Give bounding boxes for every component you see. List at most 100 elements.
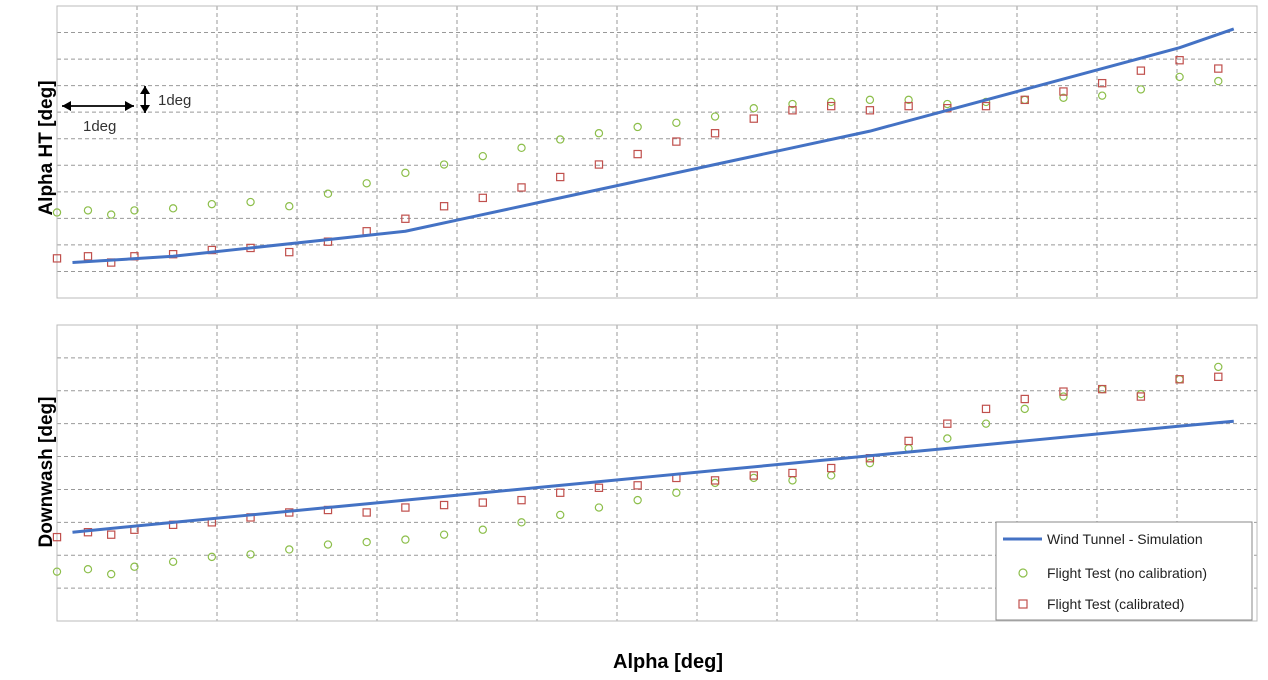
data-point-no-calibration [83, 206, 93, 215]
data-point-no-calibration [83, 565, 93, 574]
data-point-no-calibration [52, 567, 62, 576]
data-point-calibrated [1059, 387, 1068, 396]
data-point-no-calibration [207, 552, 217, 562]
data-point-no-calibration [1020, 95, 1029, 105]
data-point-calibrated [904, 436, 913, 446]
data-point-calibrated [904, 101, 913, 111]
data-point-calibrated [168, 250, 178, 259]
data-point-calibrated [633, 149, 642, 159]
data-point-calibrated [1136, 392, 1146, 401]
series-square [52, 372, 1223, 542]
data-point-no-calibration [556, 135, 565, 144]
data-point-calibrated [83, 252, 93, 261]
data-point-calibrated [1214, 372, 1223, 382]
data-point-no-calibration [1059, 392, 1068, 401]
data-point-no-calibration [749, 103, 758, 113]
data-point-calibrated [556, 488, 565, 497]
data-point-no-calibration [788, 476, 797, 485]
legend-entry-no-calibration: Flight Test (no calibration) [1047, 565, 1207, 581]
data-point-calibrated [401, 503, 410, 512]
data-point-no-calibration [285, 202, 294, 211]
wind-tunnel-line [72, 419, 1234, 534]
data-point-calibrated [1175, 56, 1184, 65]
data-point-calibrated [788, 106, 797, 115]
legend-entry-wind-tunnel: Wind Tunnel - Simulation [1047, 531, 1203, 547]
data-point-no-calibration [981, 419, 991, 428]
horizontal-scale-arrow [62, 101, 134, 111]
data-point-calibrated [1097, 78, 1107, 88]
horizontal-scale-label: 1deg [83, 118, 116, 135]
data-point-calibrated [52, 532, 62, 542]
bottom-panel [52, 324, 1258, 622]
data-point-no-calibration [904, 95, 913, 105]
data-point-no-calibration [749, 473, 758, 483]
data-point-calibrated [1097, 384, 1107, 394]
data-point-no-calibration [826, 471, 836, 480]
data-point-no-calibration [130, 562, 139, 571]
data-point-calibrated [1020, 95, 1029, 105]
data-point-no-calibration [517, 143, 526, 153]
data-point-no-calibration [865, 95, 875, 105]
data-point-calibrated [401, 214, 410, 223]
data-point-calibrated [517, 183, 526, 192]
data-point-calibrated [788, 468, 797, 478]
data-point-calibrated [826, 463, 836, 473]
data-point-no-calibration [943, 434, 952, 443]
data-point-no-calibration [106, 210, 116, 219]
series-line [72, 419, 1234, 534]
legend-entry-calibrated: Flight Test (calibrated) [1047, 596, 1184, 612]
data-point-calibrated [1020, 394, 1029, 404]
data-point-calibrated [981, 404, 991, 414]
bottom-y-axis-title: Downwash [deg] [36, 397, 57, 548]
data-point-no-calibration [439, 160, 449, 169]
data-point-calibrated [865, 106, 875, 115]
data-point-no-calibration [710, 478, 720, 488]
data-point-no-calibration [788, 99, 797, 109]
data-point-no-calibration [478, 525, 488, 534]
legend: Wind Tunnel - Simulation Flight Test (no… [995, 521, 1253, 621]
data-point-no-calibration [478, 151, 488, 161]
data-point-calibrated [749, 114, 758, 123]
series-circle [52, 72, 1223, 219]
data-point-no-calibration [1175, 72, 1184, 82]
x-axis-title: Alpha [deg] [613, 651, 723, 673]
series-line [72, 27, 1235, 265]
data-point-calibrated [749, 471, 758, 480]
data-point-no-calibration [1214, 362, 1223, 372]
data-point-no-calibration [106, 569, 116, 579]
data-point-no-calibration [52, 208, 62, 217]
data-point-calibrated [1175, 375, 1184, 384]
legend-square-swatch [1018, 599, 1028, 609]
data-point-calibrated [633, 481, 642, 490]
data-point-calibrated [106, 530, 116, 539]
data-point-no-calibration [594, 129, 604, 138]
data-point-calibrated [439, 202, 449, 211]
data-point-no-calibration [1136, 85, 1146, 94]
data-point-no-calibration [1097, 384, 1107, 394]
data-point-no-calibration [1175, 375, 1184, 384]
vertical-scale-arrow [140, 86, 150, 113]
data-point-calibrated [943, 419, 952, 428]
data-point-calibrated [207, 245, 217, 255]
data-point-no-calibration [207, 199, 217, 209]
data-point-no-calibration [633, 122, 642, 132]
data-point-calibrated [285, 247, 294, 257]
vertical-scale-label: 1deg [158, 92, 191, 109]
data-point-no-calibration [672, 118, 681, 128]
data-point-no-calibration [1020, 404, 1029, 414]
data-point-no-calibration [865, 458, 875, 468]
data-point-calibrated [439, 500, 449, 510]
series-square [52, 56, 1223, 267]
data-point-no-calibration [439, 530, 449, 539]
data-point-calibrated [672, 137, 681, 146]
data-point-calibrated [826, 101, 836, 111]
data-point-no-calibration [594, 503, 604, 512]
top-panel [52, 5, 1258, 299]
data-point-no-calibration [1136, 389, 1146, 399]
data-point-no-calibration [556, 510, 565, 520]
data-point-no-calibration [323, 189, 333, 198]
legend-circle-swatch [1018, 568, 1028, 578]
plot-area [56, 5, 1258, 299]
data-point-calibrated [1059, 87, 1068, 96]
